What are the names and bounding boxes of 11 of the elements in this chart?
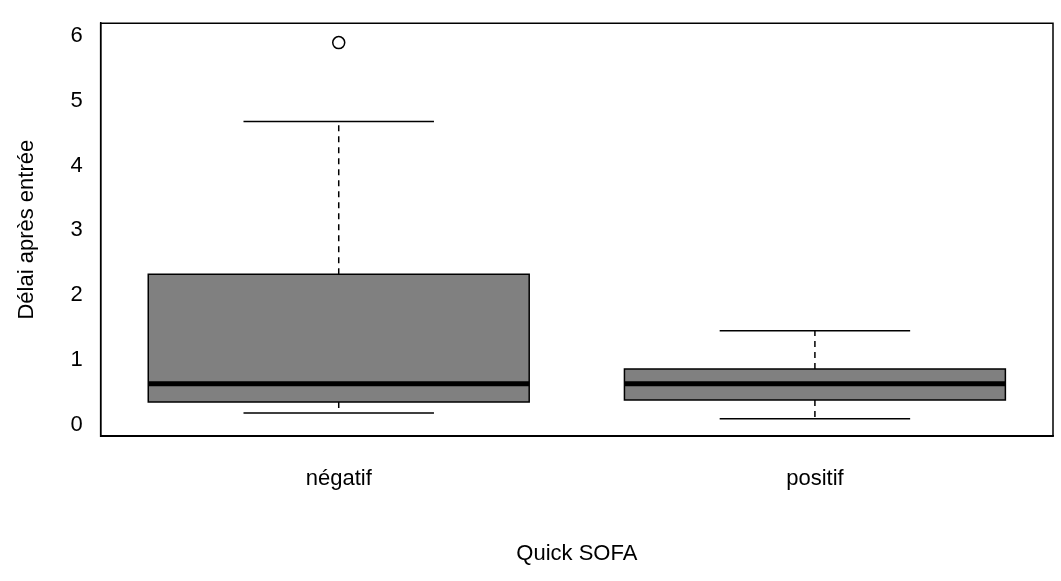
y-tick-label: 2 <box>70 281 83 307</box>
y-tick-label: 1 <box>70 345 83 371</box>
y-tick-label: 6 <box>70 22 83 48</box>
y-tick-label: 4 <box>70 151 83 177</box>
y-tick-label: 5 <box>70 86 83 112</box>
x-axis-title: Quick SOFA <box>516 539 638 565</box>
y-axis-title: Délai après entrée <box>13 139 39 320</box>
y-tick-label: 3 <box>70 216 83 242</box>
x-tick-label: positif <box>786 465 845 491</box>
y-tick-label: 0 <box>70 410 83 436</box>
x-tick-label: négatif <box>305 465 373 491</box>
